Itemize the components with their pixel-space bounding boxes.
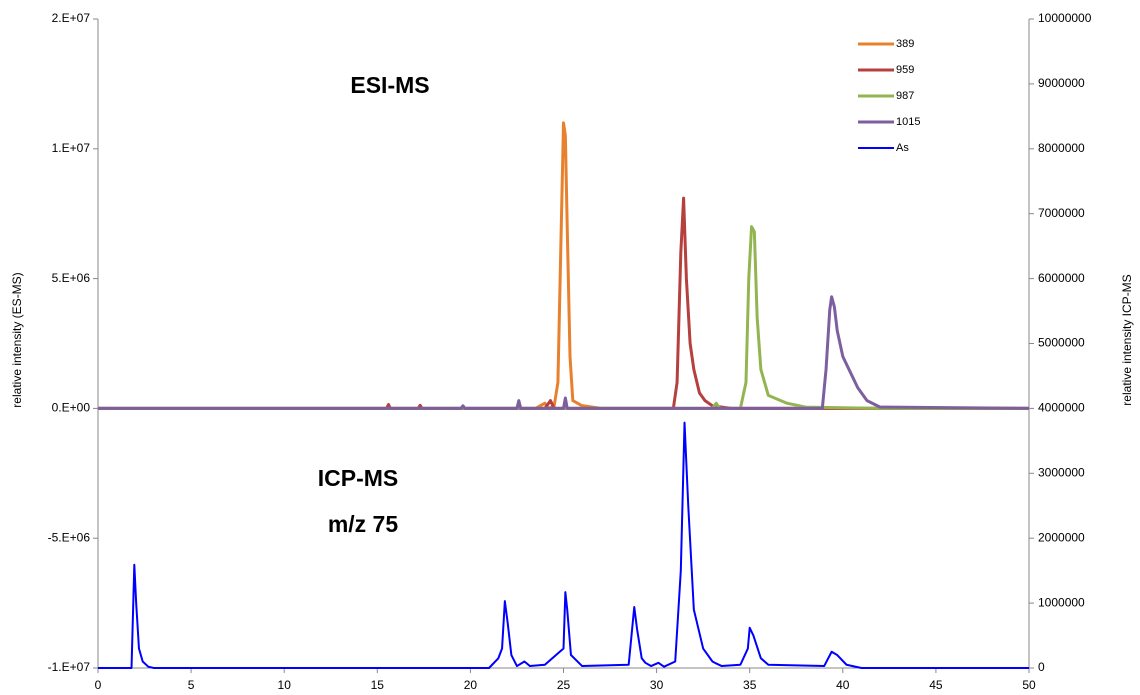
annotation: ICP-MS bbox=[318, 465, 399, 491]
x-tick-label: 20 bbox=[464, 678, 478, 692]
y2-tick-label: 4000000 bbox=[1038, 401, 1085, 415]
y-tick-label: 2.E+07 bbox=[52, 11, 91, 25]
y-axis-title: relative intensity (ES-MS) bbox=[10, 272, 24, 407]
legend-label: 987 bbox=[896, 90, 914, 102]
series-line bbox=[98, 225, 1029, 410]
x-tick-label: 35 bbox=[743, 678, 757, 692]
x-tick-label: 40 bbox=[836, 678, 850, 692]
y-tick-label: 0.E+00 bbox=[52, 401, 91, 415]
y2-tick-label: 7000000 bbox=[1038, 206, 1085, 220]
series-line bbox=[98, 121, 1029, 410]
y2-tick-label: 9000000 bbox=[1038, 76, 1085, 90]
x-tick-label: 0 bbox=[95, 678, 102, 692]
y-tick-label: -1.E+07 bbox=[48, 660, 91, 674]
y2-tick-label: 10000000 bbox=[1038, 11, 1092, 25]
legend-label: 959 bbox=[896, 64, 914, 76]
series-line bbox=[98, 421, 1029, 669]
y2-axis-title: relative intensity ICP-MS bbox=[1120, 274, 1134, 405]
series-line bbox=[98, 196, 1029, 410]
y2-tick-label: 1000000 bbox=[1038, 595, 1085, 609]
y2-tick-label: 8000000 bbox=[1038, 141, 1085, 155]
y2-tick-label: 3000000 bbox=[1038, 465, 1085, 479]
legend-label: 389 bbox=[896, 38, 914, 50]
x-tick-label: 45 bbox=[929, 678, 943, 692]
x-tick-label: 25 bbox=[557, 678, 571, 692]
x-tick-label: 5 bbox=[188, 678, 195, 692]
y2-tick-label: 6000000 bbox=[1038, 271, 1085, 285]
legend-label: 1015 bbox=[896, 116, 920, 128]
legend-label: As bbox=[896, 142, 909, 154]
annotation: m/z 75 bbox=[328, 511, 399, 537]
x-tick-label: 50 bbox=[1022, 678, 1036, 692]
x-tick-label: 30 bbox=[650, 678, 664, 692]
series-line bbox=[98, 295, 1030, 410]
y2-tick-label: 0 bbox=[1038, 660, 1045, 674]
y2-tick-label: 5000000 bbox=[1038, 336, 1085, 350]
y-tick-label: -5.E+06 bbox=[48, 530, 91, 544]
x-tick-label: 15 bbox=[371, 678, 385, 692]
y-tick-label: 5.E+06 bbox=[52, 271, 91, 285]
y-tick-label: 1.E+07 bbox=[52, 141, 91, 155]
annotation: ESI-MS bbox=[350, 72, 429, 98]
x-tick-label: 10 bbox=[278, 678, 292, 692]
y2-tick-label: 2000000 bbox=[1038, 530, 1085, 544]
